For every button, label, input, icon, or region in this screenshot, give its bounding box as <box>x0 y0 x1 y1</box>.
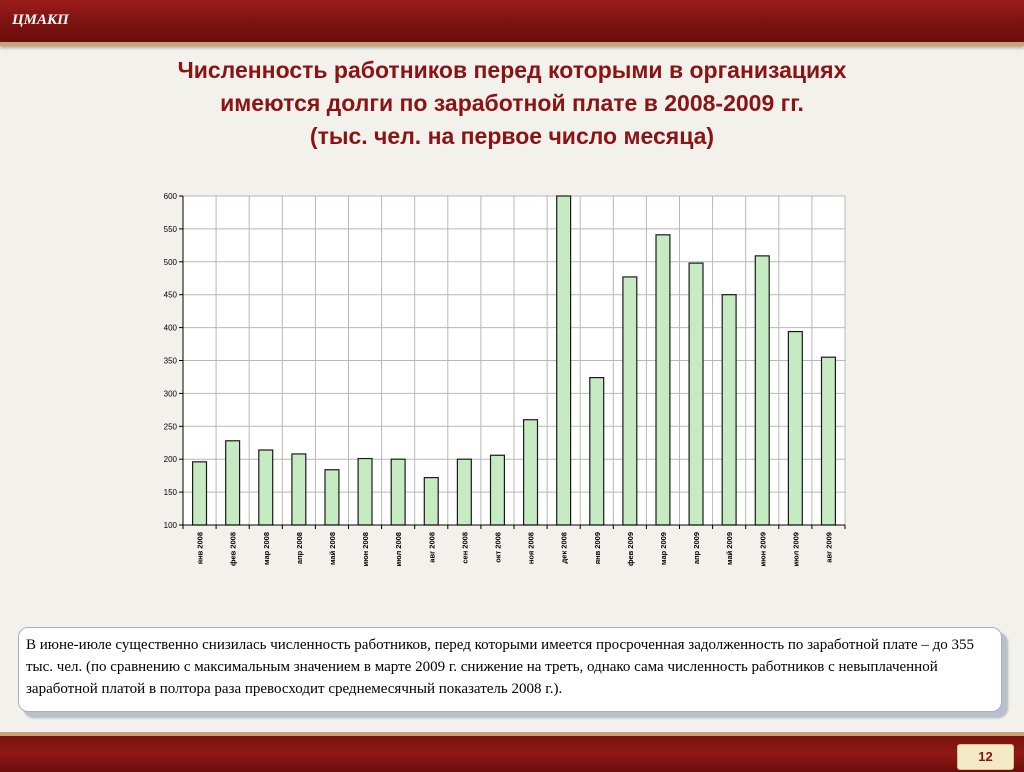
bar <box>423 477 439 526</box>
x-tick-label: апр 2009 <box>692 532 701 564</box>
y-tick-label: 150 <box>164 488 178 497</box>
note-text: В июне-июле существенно снизилась числен… <box>26 637 975 697</box>
bar <box>258 449 274 526</box>
x-tick-label: фев 2009 <box>626 532 635 566</box>
bar <box>522 419 539 526</box>
x-tick-label: июл 2008 <box>394 532 403 566</box>
bar <box>225 440 241 526</box>
x-tick-label: ноя 2008 <box>527 532 536 564</box>
title-line-1: Численность работников перед которыми в … <box>177 57 847 83</box>
page-title: Численность работников перед которыми в … <box>40 54 984 153</box>
title-line-2: имеются долги по заработной плате в 2008… <box>220 90 804 116</box>
x-tick-label: мар 2009 <box>659 532 668 565</box>
y-tick-label: 100 <box>164 521 178 530</box>
x-tick-label: фев 2008 <box>229 532 238 566</box>
x-tick-label: май 2008 <box>328 532 337 565</box>
bar <box>456 458 472 526</box>
bar <box>489 454 506 526</box>
bar <box>754 255 770 526</box>
bar <box>721 294 737 526</box>
note-box: В июне-июле существенно снизилась числен… <box>18 627 1002 712</box>
x-tick-label: июл 2009 <box>791 532 800 566</box>
x-tick-label: авг 2009 <box>824 532 833 563</box>
bar <box>357 457 373 526</box>
bar <box>390 458 406 526</box>
y-tick-label: 500 <box>164 258 178 267</box>
bar <box>291 453 307 526</box>
bar <box>324 469 340 526</box>
x-tick-label: мар 2008 <box>262 532 271 565</box>
x-tick-label: авг 2008 <box>427 532 436 563</box>
bar <box>589 377 605 526</box>
page-number: 12 <box>957 744 1014 770</box>
y-tick-label: 400 <box>164 324 178 333</box>
x-tick-label: сен 2008 <box>460 532 469 564</box>
brand-label: ЦМАКП <box>12 12 69 28</box>
bar <box>688 262 704 526</box>
x-tick-label: окт 2008 <box>493 532 502 563</box>
y-tick-label: 250 <box>164 422 178 431</box>
y-tick-label: 550 <box>164 225 178 234</box>
x-tick-label: июн 2008 <box>361 532 370 566</box>
top-bar: ЦМАКП <box>0 0 1024 46</box>
x-tick-label: июн 2009 <box>758 532 767 566</box>
x-tick-label: дек 2008 <box>560 532 569 563</box>
bar <box>556 195 572 526</box>
bar-chart: 100 150 200 250 300 350 400 450 500 550 600 янв 200… <box>164 192 846 566</box>
title-line-3: (тыс. чел. на первое число месяца) <box>309 123 715 149</box>
bar <box>820 356 837 526</box>
y-tick-label: 300 <box>164 389 178 398</box>
bottom-bar: 12 <box>0 732 1024 772</box>
x-tick-label: апр 2008 <box>295 532 304 564</box>
bar <box>191 461 208 526</box>
y-tick-label: 200 <box>164 455 178 464</box>
bar <box>787 330 803 526</box>
x-tick-label: янв 2009 <box>593 532 602 564</box>
bar <box>655 234 671 526</box>
y-tick-label: 450 <box>164 291 178 300</box>
x-tick-label: май 2009 <box>725 532 734 565</box>
y-tick-label: 600 <box>164 192 178 201</box>
bar <box>622 276 638 526</box>
y-tick-label: 350 <box>164 357 178 366</box>
chart-area: 100 150 200 250 300 350 400 450 500 550 600 янв 200… <box>150 185 860 585</box>
x-tick-label: янв 2008 <box>196 532 205 564</box>
